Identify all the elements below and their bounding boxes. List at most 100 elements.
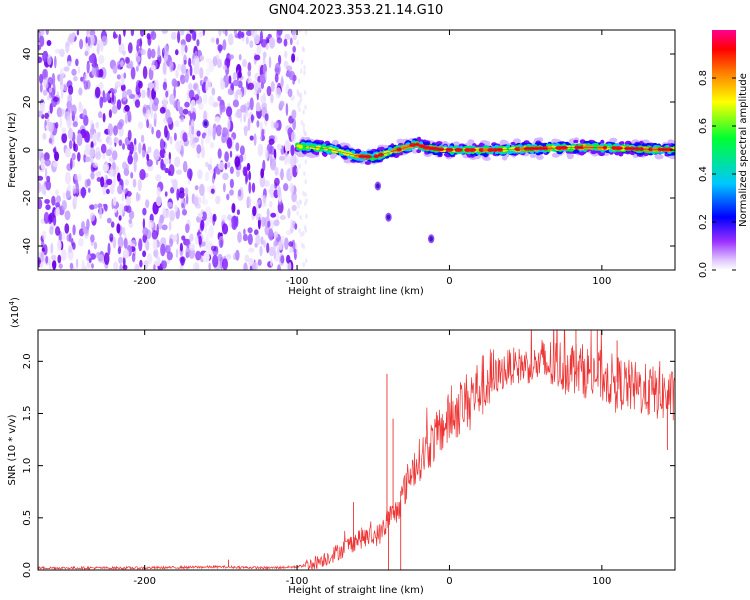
noise-speckle [67,127,74,140]
noise-speckle [89,34,95,46]
noise-speckle [201,198,208,206]
noise-speckle [90,171,95,180]
noise-speckle [146,119,150,129]
noise-speckle [302,262,305,268]
noise-speckle [294,223,298,230]
noise-speckle [243,262,248,270]
noise-speckle [71,68,77,76]
noise-speckle [232,99,239,108]
noise-speckle [47,76,53,87]
noise-speckle [236,108,242,119]
noise-speckle [72,224,76,236]
noise-speckle [113,125,118,136]
noise-speckle [303,65,306,71]
noise-speckle [164,152,167,159]
noise-speckle [136,43,140,52]
noise-speckle [140,49,146,56]
signal-violet [598,151,605,157]
noise-speckle [179,242,183,252]
noise-speckle [279,215,286,220]
noise-speckle [233,215,236,229]
noise-speckle [47,117,50,127]
noise-speckle [293,248,297,261]
noise-speckle [217,44,223,52]
spectrogram-xtick-label: -200 [133,276,156,287]
snr-ytick-label: 1.5 [22,406,33,422]
noise-speckle [86,261,92,269]
noise-speckle [180,74,186,85]
noise-speckle [201,135,204,148]
noise-speckle [131,252,136,263]
noise-speckle [168,170,171,176]
noise-speckle [100,143,107,154]
noise-speckle [244,254,250,263]
noise-speckle [73,75,78,82]
signal-violet [618,141,625,146]
noise-speckle [280,235,285,244]
noise-speckle [86,63,90,74]
noise-speckle [210,37,216,43]
noise-speckle [220,77,224,90]
noise-speckle [70,104,77,116]
noise-speckle [49,243,54,255]
noise-speckle [217,58,222,69]
noise-speckle [269,200,273,208]
colorbar-tick-label: 0.2 [698,214,709,230]
noise-speckle [278,54,282,65]
noise-speckle [225,253,232,260]
noise-speckle [275,87,282,99]
noise-speckle [163,209,170,218]
noise-speckle [224,162,228,170]
noise-speckle [235,142,240,152]
snr-series-line [38,330,675,570]
noise-speckle [209,142,215,149]
noise-speckle [292,164,298,178]
snr-xtick-label: 100 [592,576,611,587]
noise-speckle [206,78,212,91]
noise-speckle [294,155,297,165]
noise-speckle [88,187,91,193]
noise-speckle [161,224,168,231]
spectrogram-xtick-label: -100 [286,276,309,287]
signal-halo [331,139,339,146]
noise-speckle [74,174,78,180]
noise-speckle [254,54,261,61]
noise-speckle [265,43,269,51]
noise-speckle [113,137,119,144]
noise-speckle [73,141,76,152]
noise-speckle [166,201,173,208]
noise-speckle [95,122,99,128]
noise-speckle [119,203,125,216]
noise-speckle [270,120,275,129]
signal-violet [510,141,516,146]
noise-speckle [80,187,87,198]
noise-speckle [63,66,70,72]
signal-halo [411,148,419,154]
noise-speckle [208,262,211,270]
noise-speckle [139,259,143,268]
noise-speckle [258,199,261,205]
noise-speckle [262,51,267,59]
noise-speckle [122,143,125,150]
noise-speckle [287,208,291,219]
noise-speckle [199,67,204,79]
signal-violet [590,150,597,155]
noise-speckle [199,183,205,197]
noise-speckle [297,91,300,97]
noise-speckle [141,89,146,99]
noise-speckle [236,209,240,216]
noise-speckle [283,183,289,192]
noise-speckle [127,114,132,123]
noise-speckle [299,199,302,205]
noise-speckle [163,158,170,165]
noise-speckle [68,232,72,243]
noise-speckle [134,99,141,108]
noise-speckle [142,218,146,230]
noise-speckle [87,36,91,47]
noise-speckle [92,162,99,168]
noise-speckle [197,212,203,218]
noise-speckle [270,212,277,218]
noise-speckle [98,68,104,78]
